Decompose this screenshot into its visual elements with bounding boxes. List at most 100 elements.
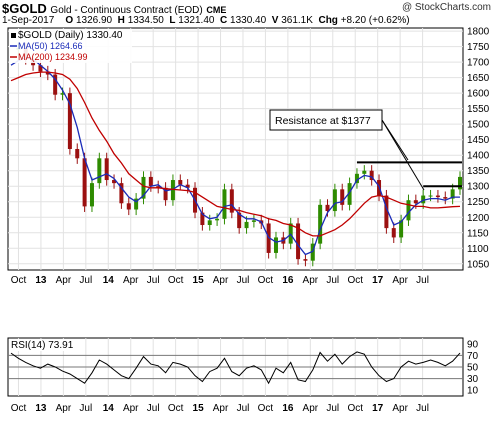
x-tick-label: Jul bbox=[147, 275, 160, 286]
x-tick-label: Apr bbox=[213, 275, 229, 286]
price-bar-body bbox=[421, 195, 426, 204]
price-bar-body bbox=[97, 158, 102, 184]
x-tick-label: Apr bbox=[392, 275, 408, 286]
y-tick-label: 1550 bbox=[467, 104, 490, 115]
price-bar-body bbox=[428, 195, 433, 197]
rsi-x-tick-label: Apr bbox=[56, 403, 72, 414]
x-tick-label: 15 bbox=[193, 275, 205, 286]
change-value: +8.20 (+0.62%) bbox=[340, 15, 410, 26]
price-bar-body bbox=[126, 203, 131, 210]
y-tick-label: 1700 bbox=[467, 58, 490, 69]
open-label: O bbox=[65, 15, 74, 26]
price-bar-body bbox=[60, 93, 65, 95]
volume-value: 361.1K bbox=[281, 15, 313, 26]
rsi-y-tick-label: 10 bbox=[467, 386, 479, 397]
price-legend: $GOLD (Daily) 1330.40 MA(50) 1264.66 MA(… bbox=[9, 29, 132, 63]
price-bar-body bbox=[222, 189, 227, 219]
price-bar-body bbox=[399, 220, 404, 238]
y-tick-label: 1750 bbox=[467, 42, 490, 53]
y-tick-label: 1100 bbox=[467, 244, 489, 255]
rsi-y-tick-label: 90 bbox=[467, 339, 479, 350]
y-tick-label: 1250 bbox=[467, 197, 490, 208]
price-bar-body bbox=[296, 223, 301, 260]
copyright: @ StockCharts.com bbox=[401, 2, 491, 13]
annotation-text: Resistance at $1377 bbox=[275, 115, 371, 127]
price-bar-body bbox=[406, 200, 411, 221]
price-bar-body bbox=[229, 189, 234, 213]
rsi-x-tick-label: 14 bbox=[103, 403, 115, 414]
price-bar-body bbox=[332, 189, 337, 212]
rsi-x-tick-label: Jul bbox=[237, 403, 250, 414]
price-bar-body bbox=[443, 197, 448, 199]
y-tick-label: 1450 bbox=[467, 135, 490, 146]
rsi-x-tick-label: 17 bbox=[372, 403, 384, 414]
price-bar-body bbox=[354, 173, 359, 184]
price-bar-body bbox=[266, 223, 271, 253]
price-bar-body bbox=[112, 180, 117, 184]
price-bar-body bbox=[384, 195, 389, 229]
x-tick-label: Oct bbox=[168, 275, 184, 286]
high-label: H bbox=[117, 15, 125, 26]
price-bar-body bbox=[303, 259, 308, 261]
y-tick-label: 1150 bbox=[467, 228, 489, 239]
exchange: CME bbox=[206, 5, 227, 15]
x-tick-label: Apr bbox=[56, 275, 72, 286]
y-tick-label: 1400 bbox=[467, 151, 490, 162]
rsi-y-tick-label: 70 bbox=[467, 351, 479, 362]
rsi-x-tick-label: Oct bbox=[11, 403, 27, 414]
open-value: 1326.90 bbox=[75, 15, 113, 26]
rsi-x-tick-label: 16 bbox=[282, 403, 294, 414]
x-tick-label: 14 bbox=[103, 275, 115, 286]
description: Gold - Continuous Contract (EOD) bbox=[50, 5, 203, 16]
rsi-x-tick-label: Jul bbox=[79, 403, 92, 414]
rsi-x-tick-label: Jul bbox=[326, 403, 339, 414]
rsi-x-tick-label: 15 bbox=[193, 403, 205, 414]
price-bar-body bbox=[347, 183, 352, 205]
x-tick-label: Jul bbox=[326, 275, 339, 286]
price-bar-body bbox=[273, 237, 278, 253]
low-value: 1321.40 bbox=[178, 15, 215, 26]
x-tick-label: Jul bbox=[79, 275, 92, 286]
rsi-x-tick-label: Jul bbox=[416, 403, 429, 414]
x-tick-label: Jul bbox=[237, 275, 250, 286]
x-tick-label: Apr bbox=[303, 275, 319, 286]
price-bar-body bbox=[369, 170, 374, 181]
volume-label: V bbox=[271, 15, 279, 26]
price-bar-body bbox=[141, 176, 146, 199]
price-bar-body bbox=[340, 189, 345, 205]
rsi-x-tick-label: Oct bbox=[347, 403, 363, 414]
low-label: L bbox=[169, 15, 176, 26]
rsi-x-tick-label: Oct bbox=[168, 403, 184, 414]
legend-price: $GOLD (Daily) 1330.40 bbox=[18, 30, 123, 41]
close-label: C bbox=[220, 15, 228, 26]
legend-bg bbox=[9, 29, 132, 63]
price-bar-body bbox=[104, 158, 109, 181]
price-bar-body bbox=[435, 195, 440, 198]
symbol: $GOLD bbox=[2, 1, 47, 16]
price-bar-body bbox=[251, 220, 256, 222]
price-bar-body bbox=[185, 184, 190, 188]
price-bar-body bbox=[310, 243, 315, 261]
annotation-arrow-2 bbox=[381, 119, 425, 191]
rsi-x-tick-label: Apr bbox=[303, 403, 319, 414]
price-bar-body bbox=[362, 170, 367, 174]
rsi-x-tick-label: Jul bbox=[147, 403, 160, 414]
price-bar-body bbox=[38, 65, 43, 72]
price-bar-body bbox=[413, 200, 418, 204]
price-bar-body bbox=[200, 212, 205, 226]
x-tick-label: 13 bbox=[35, 275, 47, 286]
price-bar-body bbox=[318, 204, 323, 244]
rsi-x-tick-label: Oct bbox=[258, 403, 274, 414]
price-bar-body bbox=[156, 186, 161, 188]
price-bar-body bbox=[119, 183, 124, 204]
price-bar-body bbox=[170, 180, 175, 201]
legend-ma200: MA(200) 1234.99 bbox=[18, 52, 88, 62]
rsi-x-tick-label: Apr bbox=[392, 403, 408, 414]
rsi-x-tick-label: 13 bbox=[35, 403, 47, 414]
rsi-x-tick-label: Apr bbox=[123, 403, 139, 414]
price-bar-body bbox=[244, 221, 249, 229]
y-tick-label: 1300 bbox=[467, 182, 490, 193]
x-tick-label: 16 bbox=[282, 275, 294, 286]
price-bar-body bbox=[325, 204, 330, 212]
high-value: 1334.50 bbox=[127, 15, 164, 26]
